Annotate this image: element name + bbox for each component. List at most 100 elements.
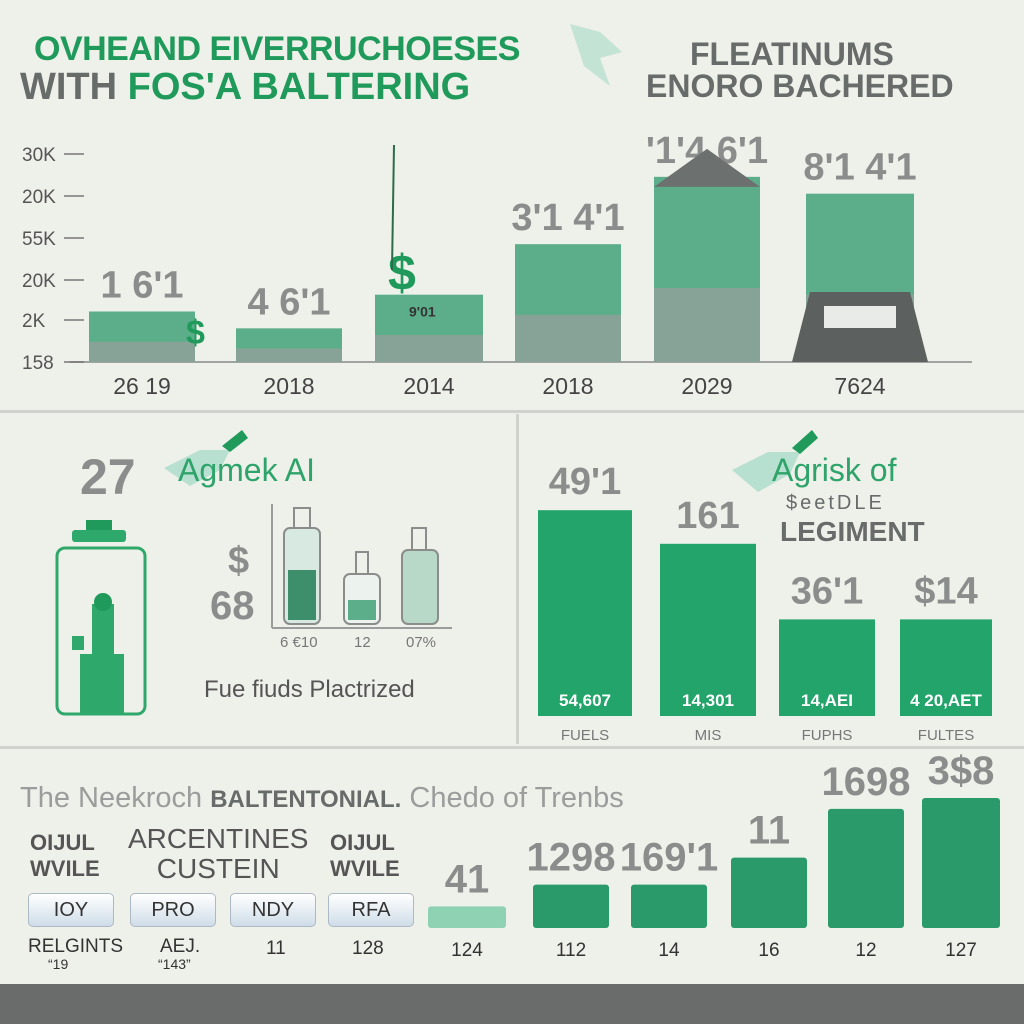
bottom-bar xyxy=(428,906,506,928)
bottom-category-label: 14 xyxy=(658,940,680,961)
bottom-bar xyxy=(731,857,807,928)
bottom-category-label: 124 xyxy=(451,940,483,961)
top-bar-shade xyxy=(89,341,195,362)
under-label-3: 11 xyxy=(266,938,286,959)
pill-pro[interactable]: PRO xyxy=(130,893,216,927)
title-word-with: WITH xyxy=(20,66,118,108)
bottle-3 xyxy=(401,527,439,625)
under-label-1: RELGINTS xyxy=(28,936,124,957)
vertical-divider xyxy=(516,414,519,744)
bottom-bar-value-label: 41 xyxy=(445,857,490,901)
section-divider-2 xyxy=(0,746,1024,749)
top-category-label: 2029 xyxy=(681,373,732,399)
bottom-bar-chart: 41 124 1298 112 169'1 14 11 16 1698 12 3$8 127 xyxy=(428,750,1000,961)
col3-header-b: WVILE xyxy=(330,856,400,881)
section-divider xyxy=(0,410,1024,413)
top-bar-shade xyxy=(515,314,621,362)
bottom-bar-value-label: 1698 xyxy=(822,760,911,804)
bottom-bar xyxy=(631,884,707,928)
main-title-line1: OVHEAND EIVERRUCHOESES xyxy=(34,30,520,68)
col3-header-a: OIJUL xyxy=(330,830,395,855)
top-bar-value-label: 4 6'1 xyxy=(248,281,331,323)
mid-right-sub2: $eetDLE xyxy=(786,492,885,514)
bottle-label-1: 6 €10 xyxy=(280,634,318,651)
right-title-line1: FLEATINUMS xyxy=(690,36,894,72)
top-category-label: 2014 xyxy=(403,373,454,399)
mid-bar xyxy=(900,619,992,716)
mid-left-caption: Fue fiuds Plactrized xyxy=(204,676,415,703)
money-symbol: $ xyxy=(228,540,250,582)
top-bar-shade xyxy=(375,335,483,362)
mid-bar xyxy=(779,619,875,716)
mid-category-label: FUPHS xyxy=(802,727,853,744)
bottom-category-label: 127 xyxy=(945,940,977,961)
top-y-tick: 30K xyxy=(22,145,56,166)
mid-bar-inner-label: 14,AEI xyxy=(801,691,853,710)
bottom-bar xyxy=(533,884,609,928)
col3-header: OIJUL WVILE xyxy=(330,830,400,882)
main-title-line2: WITH FOS'A BALTERING xyxy=(20,66,470,109)
hand-leaf-icon-2 xyxy=(732,430,818,492)
mid-right-sub3: LEGIMENT xyxy=(780,516,925,547)
pill-ioy[interactable]: IOY xyxy=(28,893,114,927)
mid-bar-inner-label: 54,607 xyxy=(559,691,611,710)
mid-bar-inner-label: 4 20,AET xyxy=(910,691,982,710)
bottle-label-3: 07% xyxy=(406,634,437,651)
pill-ndy[interactable]: NDY xyxy=(230,893,316,927)
pill-rfa[interactable]: RFA xyxy=(328,893,414,927)
bottom-heading-b: BALTENTONIAL. xyxy=(210,786,402,813)
col1-header-a: OIJUL xyxy=(30,830,95,855)
right-title-line2: ENORO BACHERED xyxy=(646,68,954,104)
top-bar-machine-slot xyxy=(824,306,896,328)
bottom-category-label: 12 xyxy=(855,940,876,961)
title-word-fos: FOS'A xyxy=(127,66,241,108)
title-word-baltering: BALTERING xyxy=(251,66,471,108)
top-inner-label: 9'01 xyxy=(409,304,436,320)
mid-category-label: FULTES xyxy=(918,727,974,744)
mid-left-big-number: 27 xyxy=(80,449,136,505)
top-bar-value-label: 3'1 4'1 xyxy=(511,197,624,239)
bottom-bar-value-label: 169'1 xyxy=(620,836,719,880)
bottle-label-2: 12 xyxy=(354,634,371,651)
bottom-bar-value-label: 3$8 xyxy=(928,750,995,793)
leaf-icon xyxy=(570,24,622,86)
top-y-tick: 2K xyxy=(22,311,46,332)
under-label-4: 128 xyxy=(352,938,384,959)
top-category-label: 2018 xyxy=(542,373,593,399)
bottle-chart xyxy=(271,504,452,629)
top-antenna-line xyxy=(391,144,395,271)
top-y-tick: 55K xyxy=(22,229,56,250)
bottom-bar xyxy=(922,798,1000,928)
under-label-2: AEJ. xyxy=(160,936,201,957)
top-bar-shade xyxy=(236,348,342,362)
top-category-label: 2018 xyxy=(263,373,314,399)
top-category-label: 7624 xyxy=(834,373,885,399)
bottom-bar-value-label: 1298 xyxy=(527,836,616,880)
top-bar-shade xyxy=(654,287,760,362)
mid-bar-value-label: $14 xyxy=(914,570,977,612)
top-y-tick: 158 xyxy=(22,353,54,374)
mid-bar-value-label: 161 xyxy=(676,495,739,537)
mid-bar-inner-label: 14,301 xyxy=(682,691,734,710)
col2-header: ARCENTINES CUSTEIN xyxy=(128,824,308,884)
top-y-tick: 20K xyxy=(22,271,56,292)
mid-bar xyxy=(660,543,756,716)
mid-right-bar-chart: 49'1 54,607 FUELS 161 14,301 MIS 36'1 14,AEI FUP… xyxy=(538,461,992,744)
col1-header: OIJUL WVILE xyxy=(30,830,100,882)
under2-label-1: “19 xyxy=(48,956,69,972)
bottom-category-label: 16 xyxy=(758,940,779,961)
bottom-bar xyxy=(828,808,904,928)
mid-bar xyxy=(538,510,632,716)
mid-category-label: MIS xyxy=(695,727,722,744)
bottom-heading-c: Chedo of Trenbs xyxy=(409,782,624,814)
hand-leaf-icon xyxy=(164,430,248,486)
money-value: 68 xyxy=(210,584,255,628)
bottom-heading-a: The Neekroch xyxy=(20,782,203,814)
bottom-bar-value-label: 11 xyxy=(748,809,790,853)
mid-right-subtitle: Agrisk of xyxy=(772,452,897,488)
top-bar-value-label: 1 6'1 xyxy=(101,265,184,307)
top-category-label: 26 19 xyxy=(113,373,171,399)
top-bar-chart: 30K 20K 55K 20K 2K 158 1 6'1 26 19 4 6'1 2018 2014… xyxy=(22,130,972,399)
col1-header-b: WVILE xyxy=(30,856,100,881)
top-bar-roof xyxy=(654,148,760,187)
